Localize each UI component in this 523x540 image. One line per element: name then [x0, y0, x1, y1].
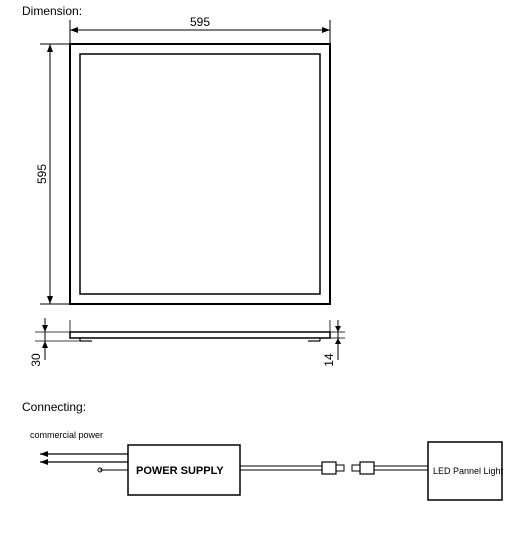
dim-height-text: 595: [35, 164, 49, 184]
dim-depth: 30: [29, 318, 80, 367]
dim-depth-text: 30: [29, 353, 43, 367]
dim-width-text: 595: [190, 15, 210, 29]
dim-top: 595: [70, 15, 330, 44]
dim-lip-text: 14: [322, 353, 336, 367]
power-supply-label: POWER SUPPLY: [136, 465, 224, 477]
power-supply-box: POWER SUPPLY: [128, 445, 240, 495]
panel-front: [70, 44, 330, 304]
cable-out: [240, 462, 428, 474]
led-panel-label: LED Pannel Light: [433, 466, 504, 476]
commercial-power-label: commercial power: [30, 430, 103, 440]
panel-side: [70, 320, 330, 341]
wires-in: [40, 451, 128, 472]
dim-left: 595: [35, 44, 70, 304]
led-panel-box: LED Pannel Light: [428, 442, 504, 500]
dimension-drawing: 595 595 30: [0, 0, 523, 390]
dim-lip: 14: [322, 320, 345, 367]
connecting-drawing: commercial power POWER SUPPLY LED Pannel…: [0, 410, 523, 540]
